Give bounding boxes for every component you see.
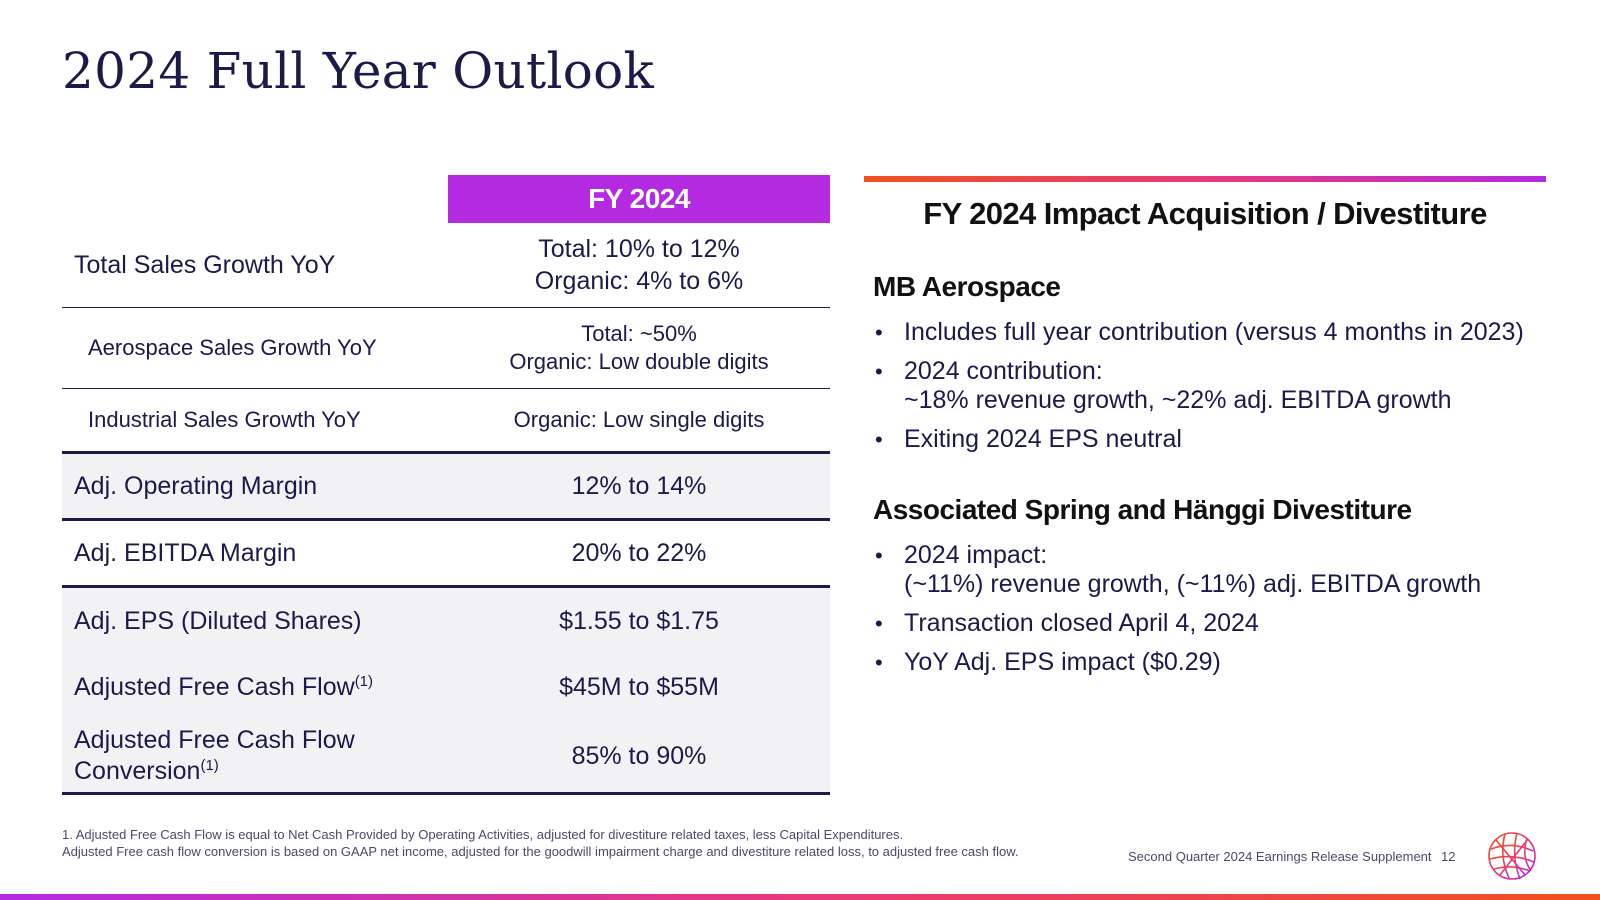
list-item-text: Exiting 2024 EPS neutral (904, 425, 1182, 453)
row-value: 20% to 22% (448, 519, 830, 588)
row-label: Adjusted Free Cash Flow(1) (62, 654, 448, 720)
row-label: Adj. EPS (Diluted Shares) (62, 586, 448, 654)
bottom-gradient-bar (0, 894, 1600, 900)
list-item: • 2024 impact: (~11%) revenue growth, (~… (873, 541, 1481, 599)
list-item: • Includes full year contribution (versu… (873, 318, 1524, 347)
row-value: Organic: Low single digits (448, 388, 830, 454)
row-label: Adjusted Free Cash Flow Conversion(1) (62, 720, 448, 795)
list-item: • Exiting 2024 EPS neutral (873, 425, 1524, 454)
list-item-text: Transaction closed April 4, 2024 (904, 609, 1259, 637)
list-item: • YoY Adj. EPS impact ($0.29) (873, 648, 1481, 677)
bullet-icon: • (875, 359, 883, 384)
table-row: Adj. EPS (Diluted Shares) $1.55 to $1.75 (62, 586, 830, 654)
list-item-text: YoY Adj. EPS impact ($0.29) (904, 648, 1221, 676)
list-item-text: 2024 contribution: (904, 357, 1103, 385)
row-value-line: Total: ~50% (581, 321, 697, 346)
table-row: Adjusted Free Cash Flow(1) $45M to $55M (62, 654, 830, 720)
row-label: Aerospace Sales Growth YoY (62, 307, 448, 389)
list-item-text: Includes full year contribution (versus … (904, 318, 1524, 346)
section-heading-mb-aerospace: MB Aerospace (873, 271, 1061, 302)
bullet-list-divestiture: • 2024 impact: (~11%) revenue growth, (~… (873, 541, 1481, 687)
footer-caption: Second Quarter 2024 Earnings Release Sup… (1128, 849, 1432, 864)
table-row: Adj. Operating Margin 12% to 14% (62, 452, 830, 521)
bullet-icon: • (875, 650, 883, 675)
table-row: Aerospace Sales Growth YoY Total: ~50% O… (62, 307, 830, 389)
table-row: Industrial Sales Growth YoY Organic: Low… (62, 388, 830, 454)
globe-logo-icon (1488, 832, 1536, 880)
bullet-icon: • (875, 320, 883, 345)
list-item-text: (~11%) revenue growth, (~11%) adj. EBITD… (904, 570, 1482, 598)
row-label: Total Sales Growth YoY (62, 223, 448, 308)
row-value: $1.55 to $1.75 (448, 586, 830, 654)
table-row: Adjusted Free Cash Flow Conversion(1) 85… (62, 720, 830, 795)
row-label-line: Adjusted Free Cash Flow (74, 726, 355, 754)
accent-gradient-bar (864, 176, 1546, 182)
list-item: • Transaction closed April 4, 2024 (873, 609, 1481, 638)
page-title: 2024 Full Year Outlook (62, 42, 655, 100)
table-row: Total Sales Growth YoY Total: 10% to 12%… (62, 223, 830, 308)
footnote-marker: (1) (354, 672, 374, 690)
list-item-text: ~18% revenue growth, ~22% adj. EBITDA gr… (904, 386, 1452, 414)
footnote-marker: (1) (200, 757, 219, 774)
table-header-row: FY 2024 (62, 175, 830, 223)
outlook-table: FY 2024 Total Sales Growth YoY Total: 10… (62, 175, 830, 795)
list-item: • 2024 contribution: ~18% revenue growth… (873, 357, 1524, 415)
row-value: 12% to 14% (448, 452, 830, 521)
table-header-fy2024: FY 2024 (448, 175, 830, 223)
footnote-line: Adjusted Free cash flow conversion is ba… (62, 844, 1019, 859)
bullet-icon: • (875, 427, 883, 452)
bullet-icon: • (875, 611, 883, 636)
section-heading-divestiture: Associated Spring and Hänggi Divestiture (873, 494, 1412, 525)
row-value: Total: 10% to 12% Organic: 4% to 6% (448, 223, 830, 308)
table-header-blank (62, 175, 448, 223)
row-label: Industrial Sales Growth YoY (62, 388, 448, 454)
row-label-line: Conversion(1) (74, 756, 448, 787)
table-row: Adj. EBITDA Margin 20% to 22% (62, 519, 830, 588)
row-value-line: Organic: Low double digits (509, 349, 769, 374)
row-value-line: Organic: 4% to 6% (534, 267, 744, 295)
row-label-text: Adjusted Free Cash Flow (74, 672, 355, 701)
row-label: Adj. Operating Margin (62, 452, 448, 521)
impact-title: FY 2024 Impact Acquisition / Divestiture (923, 196, 1487, 231)
list-item-text: 2024 impact: (904, 541, 1048, 569)
bullet-icon: • (875, 543, 883, 568)
row-value: $45M to $55M (448, 654, 830, 720)
footnote: 1. Adjusted Free Cash Flow is equal to N… (62, 826, 1052, 860)
bullet-list-mb-aerospace: • Includes full year contribution (versu… (873, 318, 1524, 464)
row-label-text: Conversion (74, 757, 201, 785)
row-value: Total: ~50% Organic: Low double digits (448, 307, 830, 389)
page-number: 12 (1441, 849, 1456, 864)
row-value-line: Total: 10% to 12% (538, 235, 740, 263)
row-label: Adj. EBITDA Margin (62, 519, 448, 588)
footnote-line: 1. Adjusted Free Cash Flow is equal to N… (62, 827, 904, 842)
row-value: 85% to 90% (448, 720, 830, 795)
